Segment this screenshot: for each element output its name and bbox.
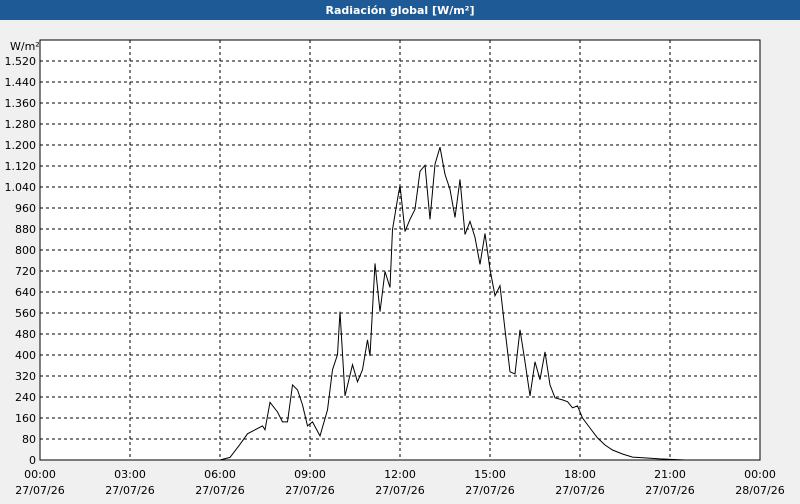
y-tick-label: 1.440 xyxy=(5,76,37,89)
x-tick-date: 27/07/26 xyxy=(285,484,334,497)
x-tick-date: 27/07/26 xyxy=(195,484,244,497)
x-tick-date: 28/07/26 xyxy=(735,484,784,497)
y-tick-label: 1.360 xyxy=(5,97,37,110)
y-tick-label: 1.280 xyxy=(5,118,37,131)
y-tick-label: 560 xyxy=(15,307,36,320)
line-series xyxy=(40,146,755,461)
y-tick-label: 880 xyxy=(15,223,36,236)
y-tick-label: 80 xyxy=(22,433,36,446)
x-tick-time: 03:00 xyxy=(114,468,146,481)
y-tick-label: 480 xyxy=(15,328,36,341)
y-tick-label: 800 xyxy=(15,244,36,257)
x-tick-date: 27/07/26 xyxy=(645,484,694,497)
y-tick-label: 240 xyxy=(15,391,36,404)
y-tick-label: 320 xyxy=(15,370,36,383)
y-tick-label: 1.200 xyxy=(5,139,37,152)
y-tick-label: 1.120 xyxy=(5,160,37,173)
x-tick-date: 27/07/26 xyxy=(105,484,154,497)
x-tick-time: 21:00 xyxy=(654,468,686,481)
y-tick-label: 640 xyxy=(15,286,36,299)
y-axis-label: W/m² xyxy=(10,40,40,53)
x-tick-time: 12:00 xyxy=(384,468,416,481)
x-tick-time: 00:00 xyxy=(744,468,776,481)
y-tick-label: 1.520 xyxy=(5,55,37,68)
y-tick-label: 720 xyxy=(15,265,36,278)
y-tick-label: 160 xyxy=(15,412,36,425)
y-tick-label: 960 xyxy=(15,202,36,215)
x-tick-time: 09:00 xyxy=(294,468,326,481)
chart-title: Radiación global [W/m²] xyxy=(325,4,474,17)
x-tick-date: 27/07/26 xyxy=(375,484,424,497)
x-tick-time: 06:00 xyxy=(204,468,236,481)
x-tick-time: 00:00 xyxy=(24,468,56,481)
x-tick-date: 27/07/26 xyxy=(15,484,64,497)
x-tick-time: 18:00 xyxy=(564,468,596,481)
y-tick-label: 400 xyxy=(15,349,36,362)
x-tick-date: 27/07/26 xyxy=(555,484,604,497)
x-tick-time: 15:00 xyxy=(474,468,506,481)
x-tick-date: 27/07/26 xyxy=(465,484,514,497)
title-bar xyxy=(0,0,800,20)
y-tick-label: 1.040 xyxy=(5,181,37,194)
y-tick-label: 0 xyxy=(29,454,36,467)
